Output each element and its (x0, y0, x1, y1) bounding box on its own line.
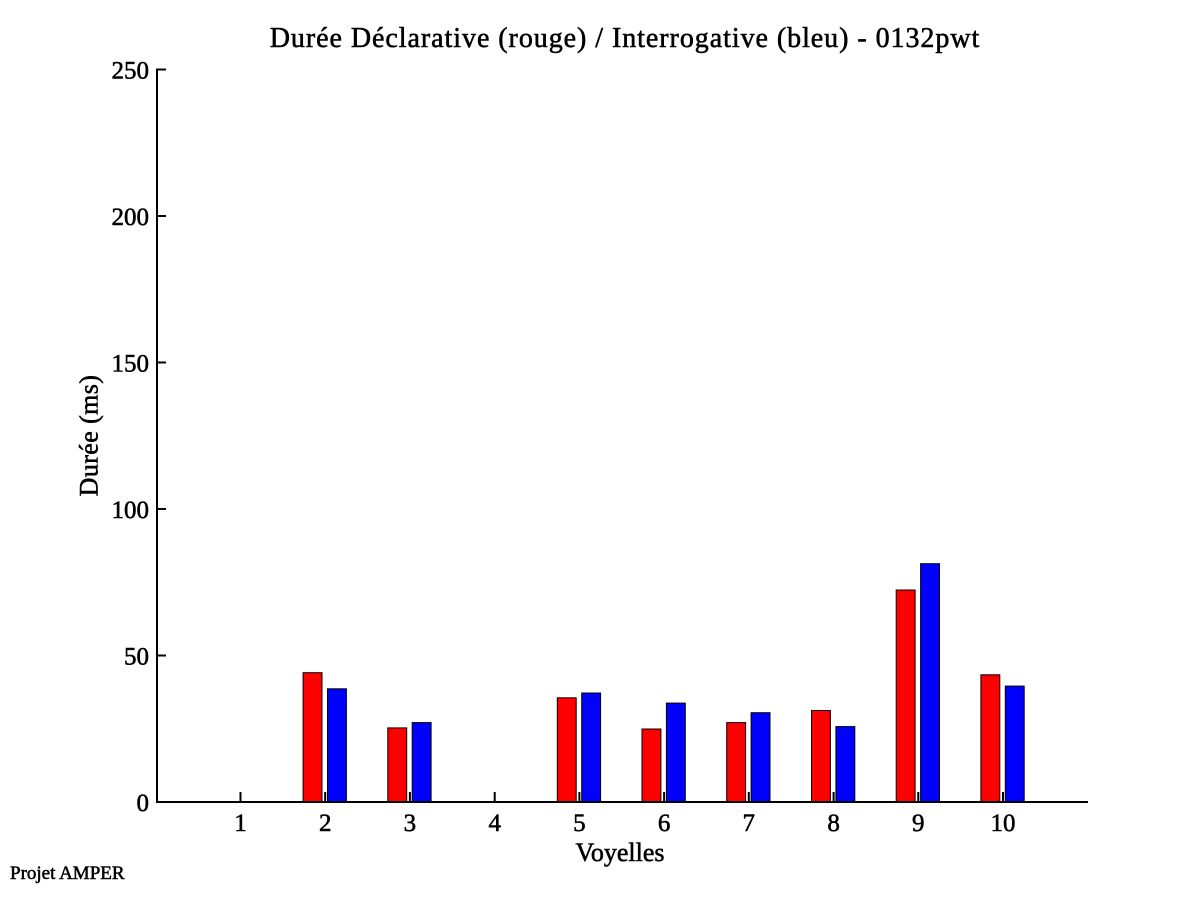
svg-text:150: 150 (112, 350, 150, 377)
svg-text:1: 1 (234, 810, 247, 837)
svg-text:9: 9 (912, 810, 925, 837)
svg-text:10: 10 (991, 810, 1016, 837)
svg-text:2: 2 (319, 810, 332, 837)
svg-text:6: 6 (658, 810, 671, 837)
svg-text:3: 3 (404, 810, 417, 837)
svg-text:Durée (ms): Durée (ms) (75, 375, 104, 497)
svg-text:0: 0 (137, 790, 150, 817)
svg-text:Durée Déclarative (rouge) / In: Durée Déclarative (rouge) / Interrogativ… (270, 23, 980, 54)
svg-text:200: 200 (112, 204, 150, 231)
svg-text:100: 100 (112, 497, 150, 524)
svg-text:7: 7 (743, 810, 756, 837)
svg-text:4: 4 (488, 810, 501, 837)
svg-text:250: 250 (112, 57, 150, 84)
svg-text:Projet AMPER: Projet AMPER (10, 863, 125, 884)
svg-text:50: 50 (124, 643, 149, 670)
svg-text:Voyelles: Voyelles (575, 838, 664, 867)
svg-text:5: 5 (573, 810, 586, 837)
svg-text:8: 8 (827, 810, 840, 837)
